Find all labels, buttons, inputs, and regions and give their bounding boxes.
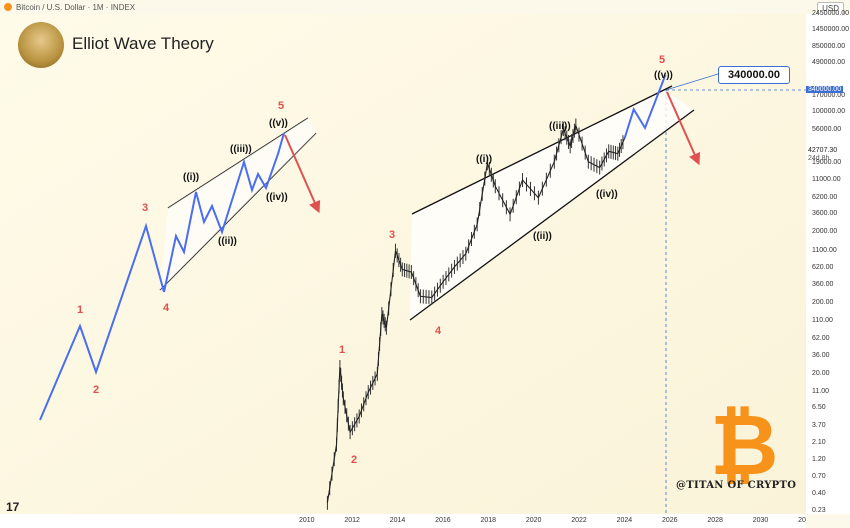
projection-wave-line [623,74,667,139]
price-tick: 850000.00 [812,42,846,50]
svg-text:₿: ₿ [710,396,778,494]
schematic-projection-arrow [284,134,321,214]
price-tick: 1.20 [812,456,826,464]
time-axis[interactable]: 2010 2012 2014 2016 2018 2020 2022 2024 2026 2028… [0,514,806,528]
year-tick: 2026 [662,517,678,524]
target-price-label: 340000.00 [718,66,790,84]
price-tick: 620.00 [812,264,834,272]
year-tick: 2012 [344,517,360,524]
btc-wave-3: 3 [389,229,396,241]
price-tick: 0.40 [812,490,826,497]
price-tick: 6200.00 [812,193,838,201]
year-tick: 2024 [616,517,633,524]
year-tick: 2030 [752,517,769,524]
btc-subwave-iv: ((iv)) [596,189,618,200]
btc-wave-2: 2 [351,454,358,466]
year-tick: 2014 [389,517,406,524]
price-tick: 20.00 [812,369,830,377]
price-tick: 3600.00 [812,210,838,218]
target-price-tag: 340000.00 [806,86,844,93]
btc-subwave-ii: ((ii)) [533,231,552,242]
price-tick: 1450000.00 [812,26,849,34]
chart-title: Elliot Wave Theory [72,34,214,53]
btc-wave-1: 1 [339,344,346,356]
price-tick: 1100.00 [812,246,837,254]
btc-upper-channel [411,85,673,215]
price-tick: 56000.00 [812,126,842,134]
price-tick: 11.00 [812,388,829,396]
schematic-subwave-iii: ((iii)) [230,144,252,155]
year-tick: 20 [798,517,806,524]
price-tick: 2450000.00 [812,10,849,17]
price-tick: 11000.00 [812,176,841,184]
schematic-diagonal-subwaves [163,132,285,293]
countdown-tag: 24d 8h [808,155,830,162]
year-tick: 2022 [571,517,587,524]
schematic-impulse-wave [39,222,165,421]
btc-wave-5: 5 [659,54,666,66]
price-tick: 6.50 [812,404,826,412]
bitcoin-coin-icon [4,3,12,11]
schematic-subwave-i: ((i)) [183,172,200,183]
schematic-wave-2: 2 [93,384,100,396]
btc-projection-arrow [666,91,701,166]
price-tick: 3.70 [812,421,826,429]
year-tick: 2020 [525,517,542,524]
btc-wave-4: 4 [435,325,442,337]
price-tick: 110.00 [812,317,833,325]
schematic-wave-4: 4 [163,302,170,314]
schematic-subwave-v: ((v)) [269,118,288,129]
schematic-wave-3: 3 [142,202,149,214]
author-avatar-icon [18,22,64,68]
schematic-subwave-iv: ((iv)) [266,192,288,203]
schematic-wave-5: 5 [278,100,285,112]
price-tick: 200.00 [812,299,834,307]
bitcoin-logo-icon: ₿ [710,396,778,494]
btc-lower-channel [409,109,695,321]
price-tick: 170000.00 [812,91,846,99]
author-watermark: @TITAN OF CRYPTO [676,480,797,491]
price-tick: 19000.00 [812,159,842,167]
price-tick: 100000.00 [812,108,846,116]
price-tick: 2.10 [812,439,826,447]
chart-header: Bitcoin / U.S. Dollar · 1M · INDEX [0,0,810,14]
btc-subwave-v: ((v)) [654,70,673,81]
tradingview-logo-icon: 17 [6,500,20,514]
price-tick: 0.23 [812,507,826,514]
year-tick: 2010 [299,517,315,524]
price-tick: 490000.00 [812,59,846,67]
year-tick: 2018 [480,517,497,524]
price-tick: 360.00 [812,281,834,289]
price-tick: 0.70 [812,472,826,480]
schematic-subwave-ii: ((ii)) [218,236,237,247]
instrument-name: Bitcoin / U.S. Dollar · 1M · INDEX [16,2,136,12]
price-history-line [326,123,626,503]
schematic-wave-1: 1 [77,304,84,316]
price-axis[interactable]: 2450000.00 1450000.00 850000.00 490000.00 17… [806,10,850,514]
year-tick: 2016 [435,517,451,524]
current-price-tag: 42707.30 [808,147,838,154]
price-tick: 62.00 [812,335,830,343]
price-tick: 2000.00 [812,228,838,236]
price-tick: 36.00 [812,351,830,359]
btc-subwave-i: ((i)) [476,154,493,165]
year-tick: 2028 [707,517,723,524]
btc-subwave-iii: ((iii)) [549,121,571,132]
